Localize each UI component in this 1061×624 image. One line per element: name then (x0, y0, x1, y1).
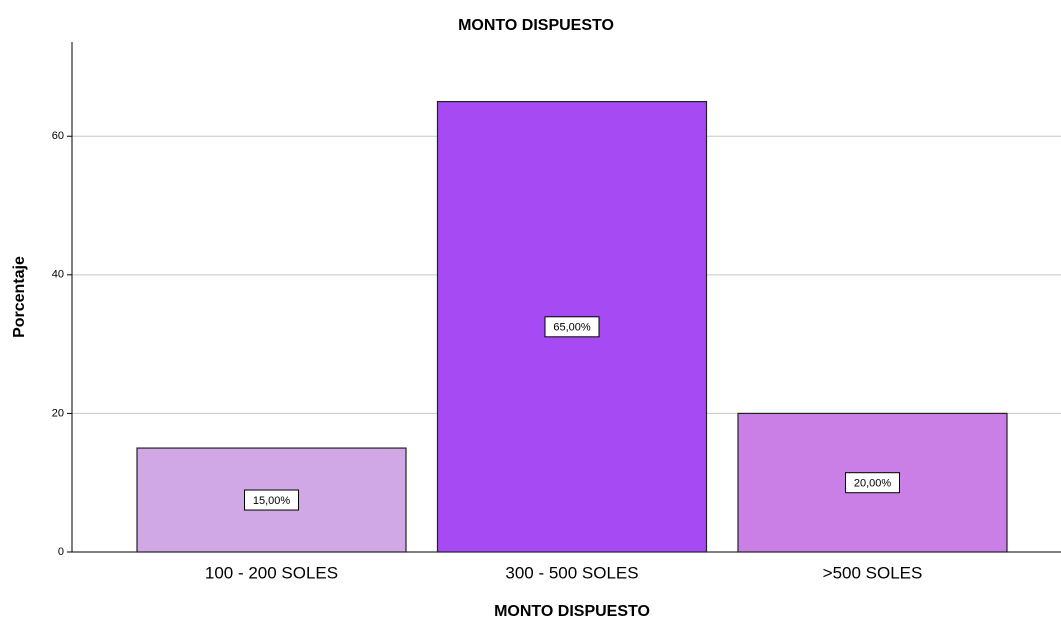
bar (136, 447, 407, 553)
x-tick-label: >500 SOLES (823, 563, 923, 582)
y-tick-label: 0 (58, 546, 64, 558)
y-tick-label: 20 (52, 407, 64, 419)
value-label-box (544, 316, 600, 338)
value-label: 65,00% (553, 322, 591, 334)
value-label: 15,00% (253, 495, 291, 507)
x-axis-label: MONTO DISPUESTO (494, 603, 650, 620)
y-tick-label: 40 (52, 269, 64, 281)
x-tick-label: 300 - 500 SOLES (505, 563, 638, 582)
y-axis-label: Porcentaje (11, 256, 28, 338)
value-label: 20,00% (854, 478, 892, 490)
y-tick-label: 60 (52, 130, 64, 142)
value-label-box (845, 472, 900, 494)
value-label-box (244, 489, 299, 511)
chart-title: MONTO DISPUESTO (458, 17, 614, 34)
x-tick-label: 100 - 200 SOLES (205, 563, 338, 582)
